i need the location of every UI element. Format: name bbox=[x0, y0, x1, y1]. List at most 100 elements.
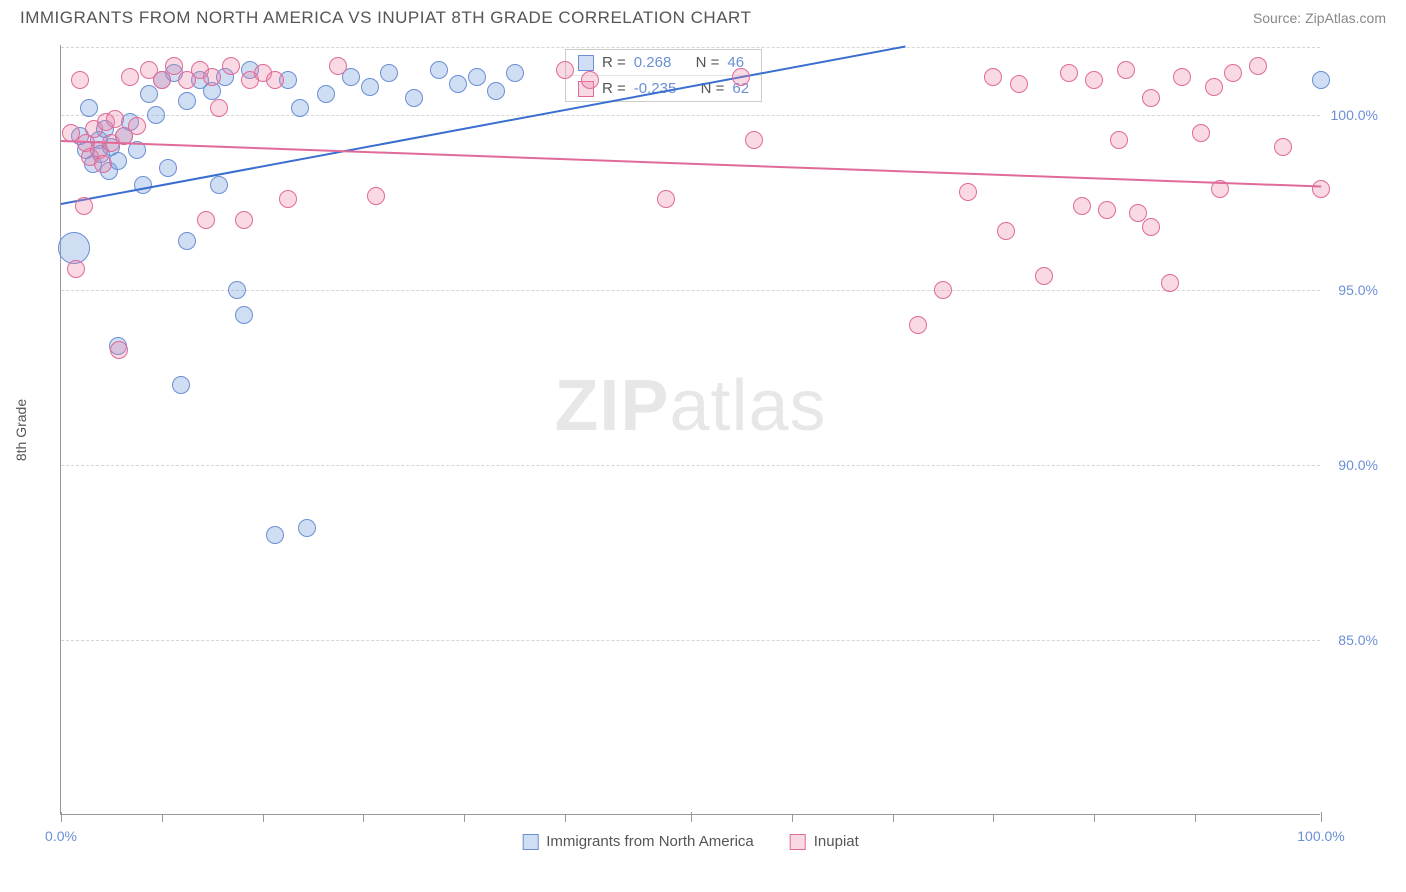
data-point bbox=[657, 190, 675, 208]
x-tick bbox=[792, 815, 793, 822]
data-point bbox=[1173, 68, 1191, 86]
x-tick bbox=[162, 815, 163, 822]
source-attribution: Source: ZipAtlas.com bbox=[1253, 10, 1386, 26]
data-point bbox=[405, 89, 423, 107]
data-point bbox=[1110, 131, 1128, 149]
data-point bbox=[266, 71, 284, 89]
data-point bbox=[172, 376, 190, 394]
data-point bbox=[1224, 64, 1242, 82]
data-point bbox=[197, 211, 215, 229]
legend-item: Immigrants from North America bbox=[522, 833, 754, 850]
data-point bbox=[235, 306, 253, 324]
data-point bbox=[94, 155, 112, 173]
data-point bbox=[1098, 201, 1116, 219]
legend-label: Immigrants from North America bbox=[546, 833, 754, 850]
gridline bbox=[61, 115, 1320, 116]
legend-swatch bbox=[790, 834, 806, 850]
data-point bbox=[1085, 71, 1103, 89]
gridline bbox=[61, 290, 1320, 291]
x-tick bbox=[1195, 815, 1196, 822]
data-point bbox=[1142, 218, 1160, 236]
x-tick-label: 100.0% bbox=[1297, 828, 1344, 844]
chart-container: 8th Grade ZIPatlas R =0.268 N =46R =-0.2… bbox=[60, 45, 1380, 815]
y-tick-label: 90.0% bbox=[1323, 457, 1378, 473]
watermark-zip: ZIP bbox=[554, 366, 669, 446]
data-point bbox=[1117, 61, 1135, 79]
y-axis-label: 8th Grade bbox=[13, 398, 29, 460]
series-legend: Immigrants from North America Inupiat bbox=[522, 833, 859, 850]
data-point bbox=[140, 85, 158, 103]
gridline bbox=[61, 640, 1320, 641]
data-point bbox=[109, 152, 127, 170]
x-tick bbox=[1321, 812, 1322, 822]
data-point bbox=[556, 61, 574, 79]
data-point bbox=[266, 526, 284, 544]
y-tick-label: 95.0% bbox=[1323, 282, 1378, 298]
chart-header: IMMIGRANTS FROM NORTH AMERICA VS INUPIAT… bbox=[0, 0, 1406, 36]
data-point bbox=[909, 316, 927, 334]
data-point bbox=[581, 71, 599, 89]
data-point bbox=[279, 190, 297, 208]
data-point bbox=[468, 68, 486, 86]
y-tick-label: 85.0% bbox=[1323, 632, 1378, 648]
data-point bbox=[934, 281, 952, 299]
data-point bbox=[110, 341, 128, 359]
x-tick bbox=[993, 815, 994, 822]
x-tick bbox=[1094, 815, 1095, 822]
data-point bbox=[106, 110, 124, 128]
data-point bbox=[984, 68, 1002, 86]
data-point bbox=[1274, 138, 1292, 156]
data-point bbox=[235, 211, 253, 229]
legend-item: Inupiat bbox=[790, 833, 859, 850]
data-point bbox=[506, 64, 524, 82]
data-point bbox=[367, 187, 385, 205]
legend-swatch bbox=[522, 834, 538, 850]
data-point bbox=[1312, 180, 1330, 198]
x-tick bbox=[565, 815, 566, 822]
data-point bbox=[361, 78, 379, 96]
x-tick-label: 0.0% bbox=[45, 828, 77, 844]
data-point bbox=[228, 281, 246, 299]
data-point bbox=[1035, 267, 1053, 285]
r-label: R = bbox=[602, 54, 626, 71]
data-point bbox=[430, 61, 448, 79]
x-tick bbox=[263, 815, 264, 822]
data-point bbox=[210, 99, 228, 117]
x-tick bbox=[691, 812, 692, 822]
x-tick bbox=[893, 815, 894, 822]
data-point bbox=[1161, 274, 1179, 292]
data-point bbox=[329, 57, 347, 75]
gridline bbox=[61, 47, 1320, 48]
data-point bbox=[1073, 197, 1091, 215]
data-point bbox=[210, 176, 228, 194]
source-label: Source: bbox=[1253, 10, 1301, 26]
data-point bbox=[1060, 64, 1078, 82]
r-value: 0.268 bbox=[634, 54, 672, 71]
data-point bbox=[222, 57, 240, 75]
data-point bbox=[178, 232, 196, 250]
data-point bbox=[298, 519, 316, 537]
x-tick bbox=[464, 815, 465, 822]
trend-line bbox=[61, 140, 1321, 187]
source-link[interactable]: ZipAtlas.com bbox=[1305, 10, 1386, 26]
watermark: ZIPatlas bbox=[554, 365, 826, 447]
data-point bbox=[1312, 71, 1330, 89]
data-point bbox=[67, 260, 85, 278]
watermark-atlas: atlas bbox=[669, 366, 826, 446]
data-point bbox=[745, 131, 763, 149]
data-point bbox=[159, 159, 177, 177]
data-point bbox=[178, 92, 196, 110]
data-point bbox=[80, 99, 98, 117]
x-tick bbox=[363, 815, 364, 822]
data-point bbox=[997, 222, 1015, 240]
data-point bbox=[487, 82, 505, 100]
data-point bbox=[732, 68, 750, 86]
chart-title: IMMIGRANTS FROM NORTH AMERICA VS INUPIAT… bbox=[20, 8, 751, 28]
data-point bbox=[1010, 75, 1028, 93]
data-point bbox=[71, 71, 89, 89]
plot-area: 8th Grade ZIPatlas R =0.268 N =46R =-0.2… bbox=[60, 45, 1320, 815]
data-point bbox=[380, 64, 398, 82]
legend-swatch bbox=[578, 55, 594, 71]
y-tick-label: 100.0% bbox=[1323, 107, 1378, 123]
gridline bbox=[61, 465, 1320, 466]
